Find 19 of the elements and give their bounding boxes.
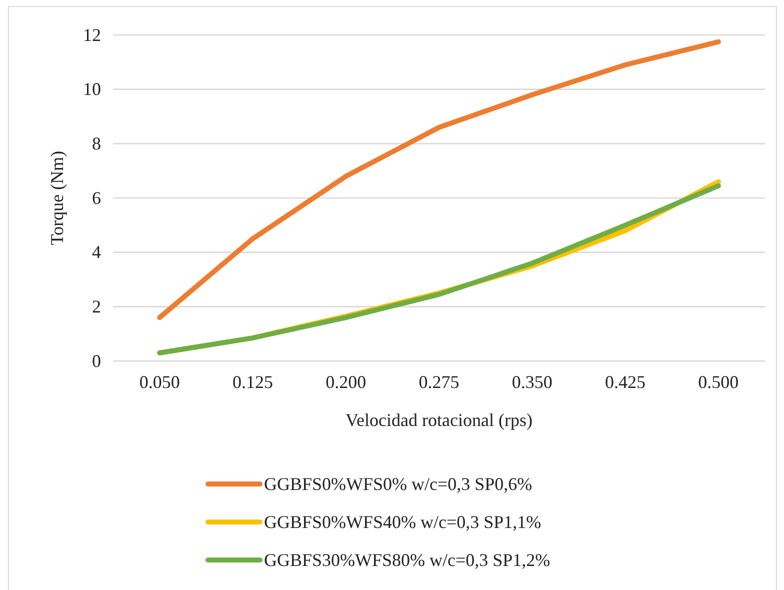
x-axis-title: Velocidad rotacional (rps) <box>346 410 532 430</box>
x-tick-label: 0.500 <box>698 372 739 392</box>
y-tick-label: 10 <box>83 79 101 100</box>
legend-label: GGBFS0%WFS0% w/c=0,3 SP0,6% <box>264 474 532 494</box>
x-tick-label: 0.200 <box>326 372 366 392</box>
y-tick-label: 6 <box>92 188 101 208</box>
x-tick-label: 0.125 <box>232 372 273 392</box>
y-tick-label: 2 <box>92 296 101 316</box>
y-tick-label: 12 <box>83 24 101 45</box>
y-tick-label: 0 <box>92 350 101 371</box>
x-tick-label: 0.350 <box>512 372 552 392</box>
y-tick-label: 4 <box>92 242 101 262</box>
x-tick-label: 0.275 <box>418 372 460 392</box>
x-tick-label: 0.050 <box>139 372 180 392</box>
legend-label: GGBFS30%WFS80% w/c=0,3 SP1,2% <box>264 550 550 570</box>
x-tick-label: 0.425 <box>605 372 646 392</box>
legend-label: GGBFS0%WFS40% w/c=0,3 SP1,1% <box>264 512 542 532</box>
y-axis-title: Torque (Nm) <box>47 150 67 246</box>
y-tick-label: 8 <box>92 133 101 154</box>
